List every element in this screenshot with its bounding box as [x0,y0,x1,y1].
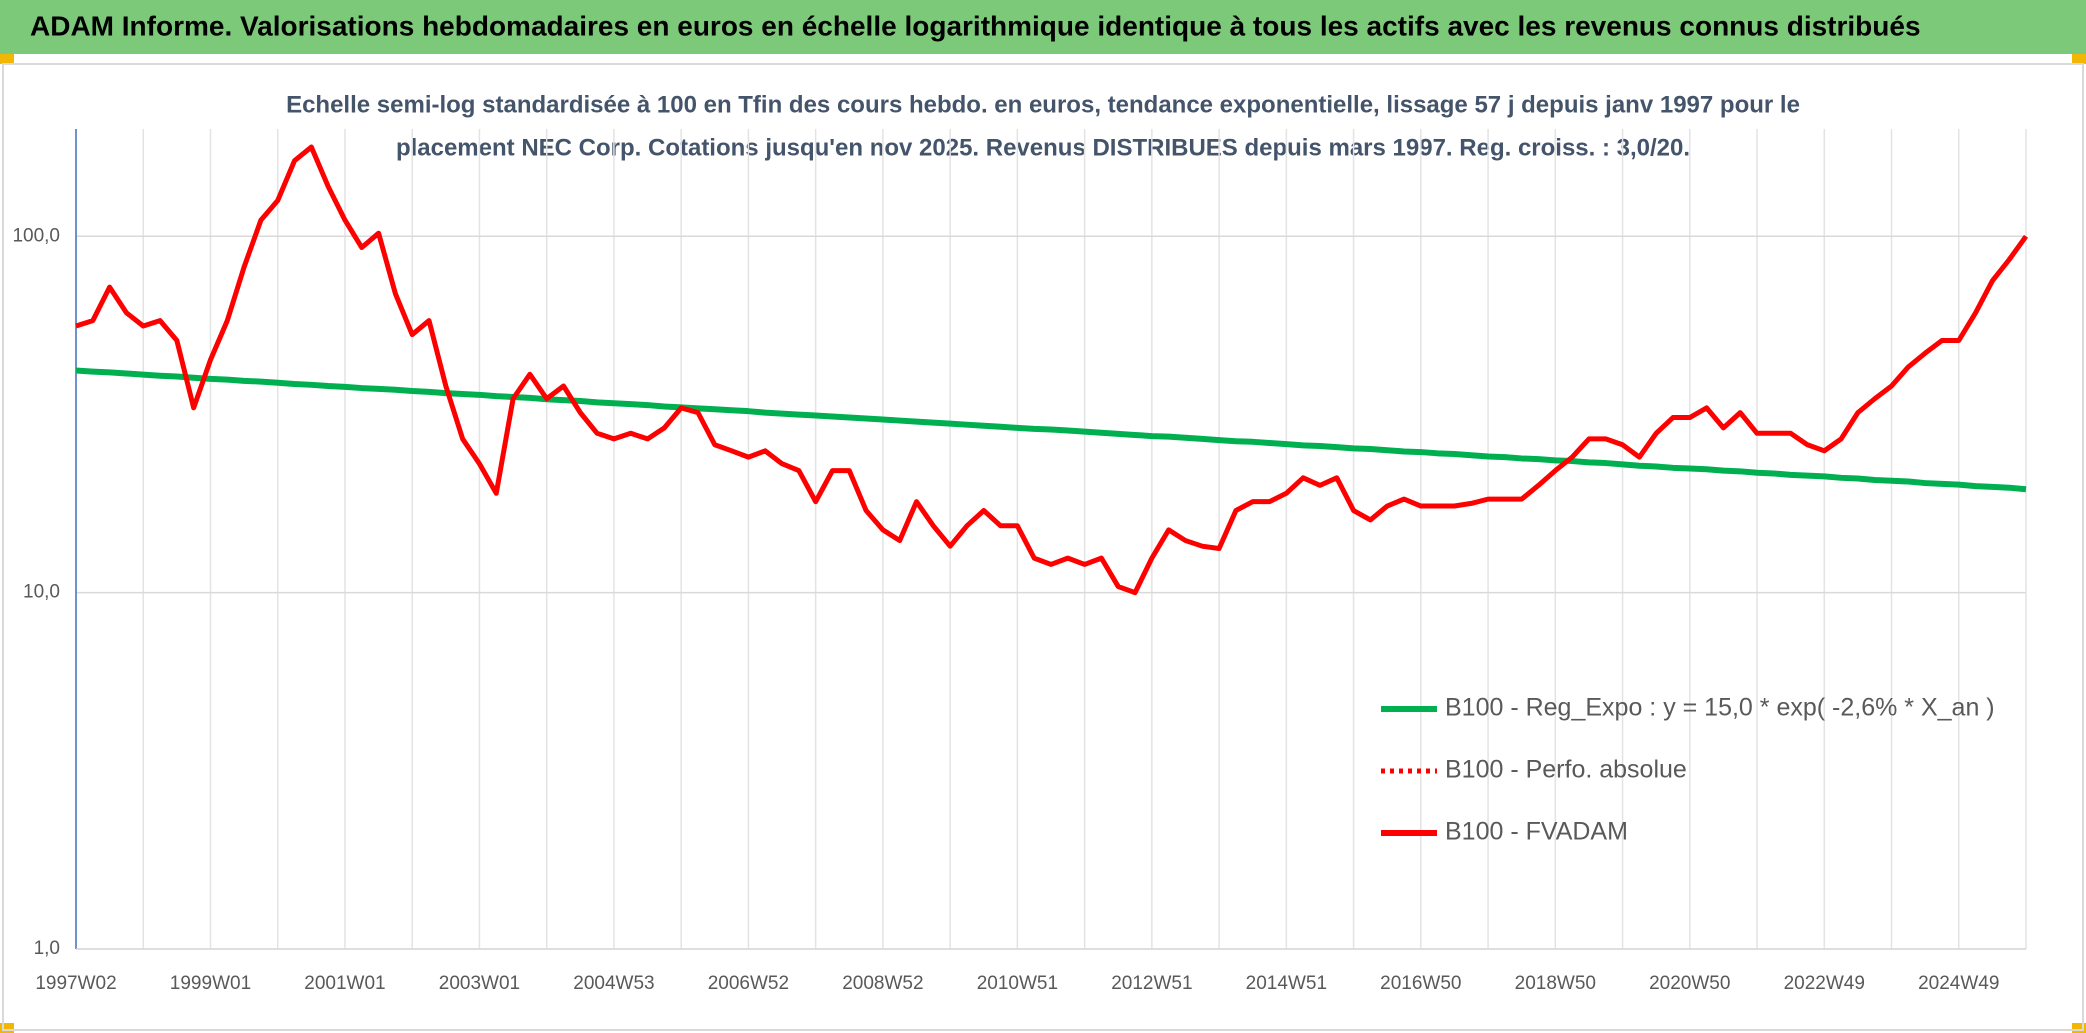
legend-label: B100 - Perfo. absolue [1445,756,1687,784]
corner-marker [0,54,14,64]
chart-subtitle: Echelle semi-log standardisée à 100 en T… [286,91,1800,118]
x-tick-label: 2008W52 [842,973,923,994]
x-tick-label: 2003W01 [439,973,520,994]
x-tick-label: 2024W49 [1918,973,1999,994]
x-tick-label: 2014W51 [1246,973,1327,994]
x-tick-label: 2020W50 [1649,973,1730,994]
x-tick-label: 2010W51 [977,973,1058,994]
chart-subtitle: placement NEC Corp. Cotations jusqu'en n… [396,134,1690,161]
x-tick-label: 2004W53 [573,973,654,994]
chart-title: ADAM Informe. Valorisations hebdomadaire… [30,10,1921,41]
x-tick-label: 2016W50 [1380,973,1461,994]
y-tick-label: 1,0 [34,938,60,959]
legend-label: B100 - Reg_Expo : y = 15,0 * exp( -2,6% … [1445,694,1995,722]
plot-area: 1997W02 1999W01 2001W01 2003W01 2004W53 2006W… [12,129,2029,994]
x-tick-label: 1997W02 [35,973,116,994]
x-tick-label: 1999W01 [170,973,251,994]
legend-label: B100 - FVADAM [1445,818,1628,846]
y-tick-label: 10,0 [23,582,60,603]
chart-border [2,63,2084,1031]
series-line [75,144,2029,596]
x-tick-label: 2012W51 [1111,973,1192,994]
x-tick-label: 2018W50 [1515,973,1596,994]
x-tick-label: 2022W49 [1784,973,1865,994]
corner-marker [0,1023,14,1033]
series-line [75,367,2027,493]
title-bar [0,0,2086,54]
x-tick-label: 2001W01 [304,973,385,994]
corner-marker [2072,54,2086,64]
y-tick-label: 100,0 [12,225,60,246]
corner-marker [2072,1023,2086,1033]
x-tick-label: 2006W52 [708,973,789,994]
